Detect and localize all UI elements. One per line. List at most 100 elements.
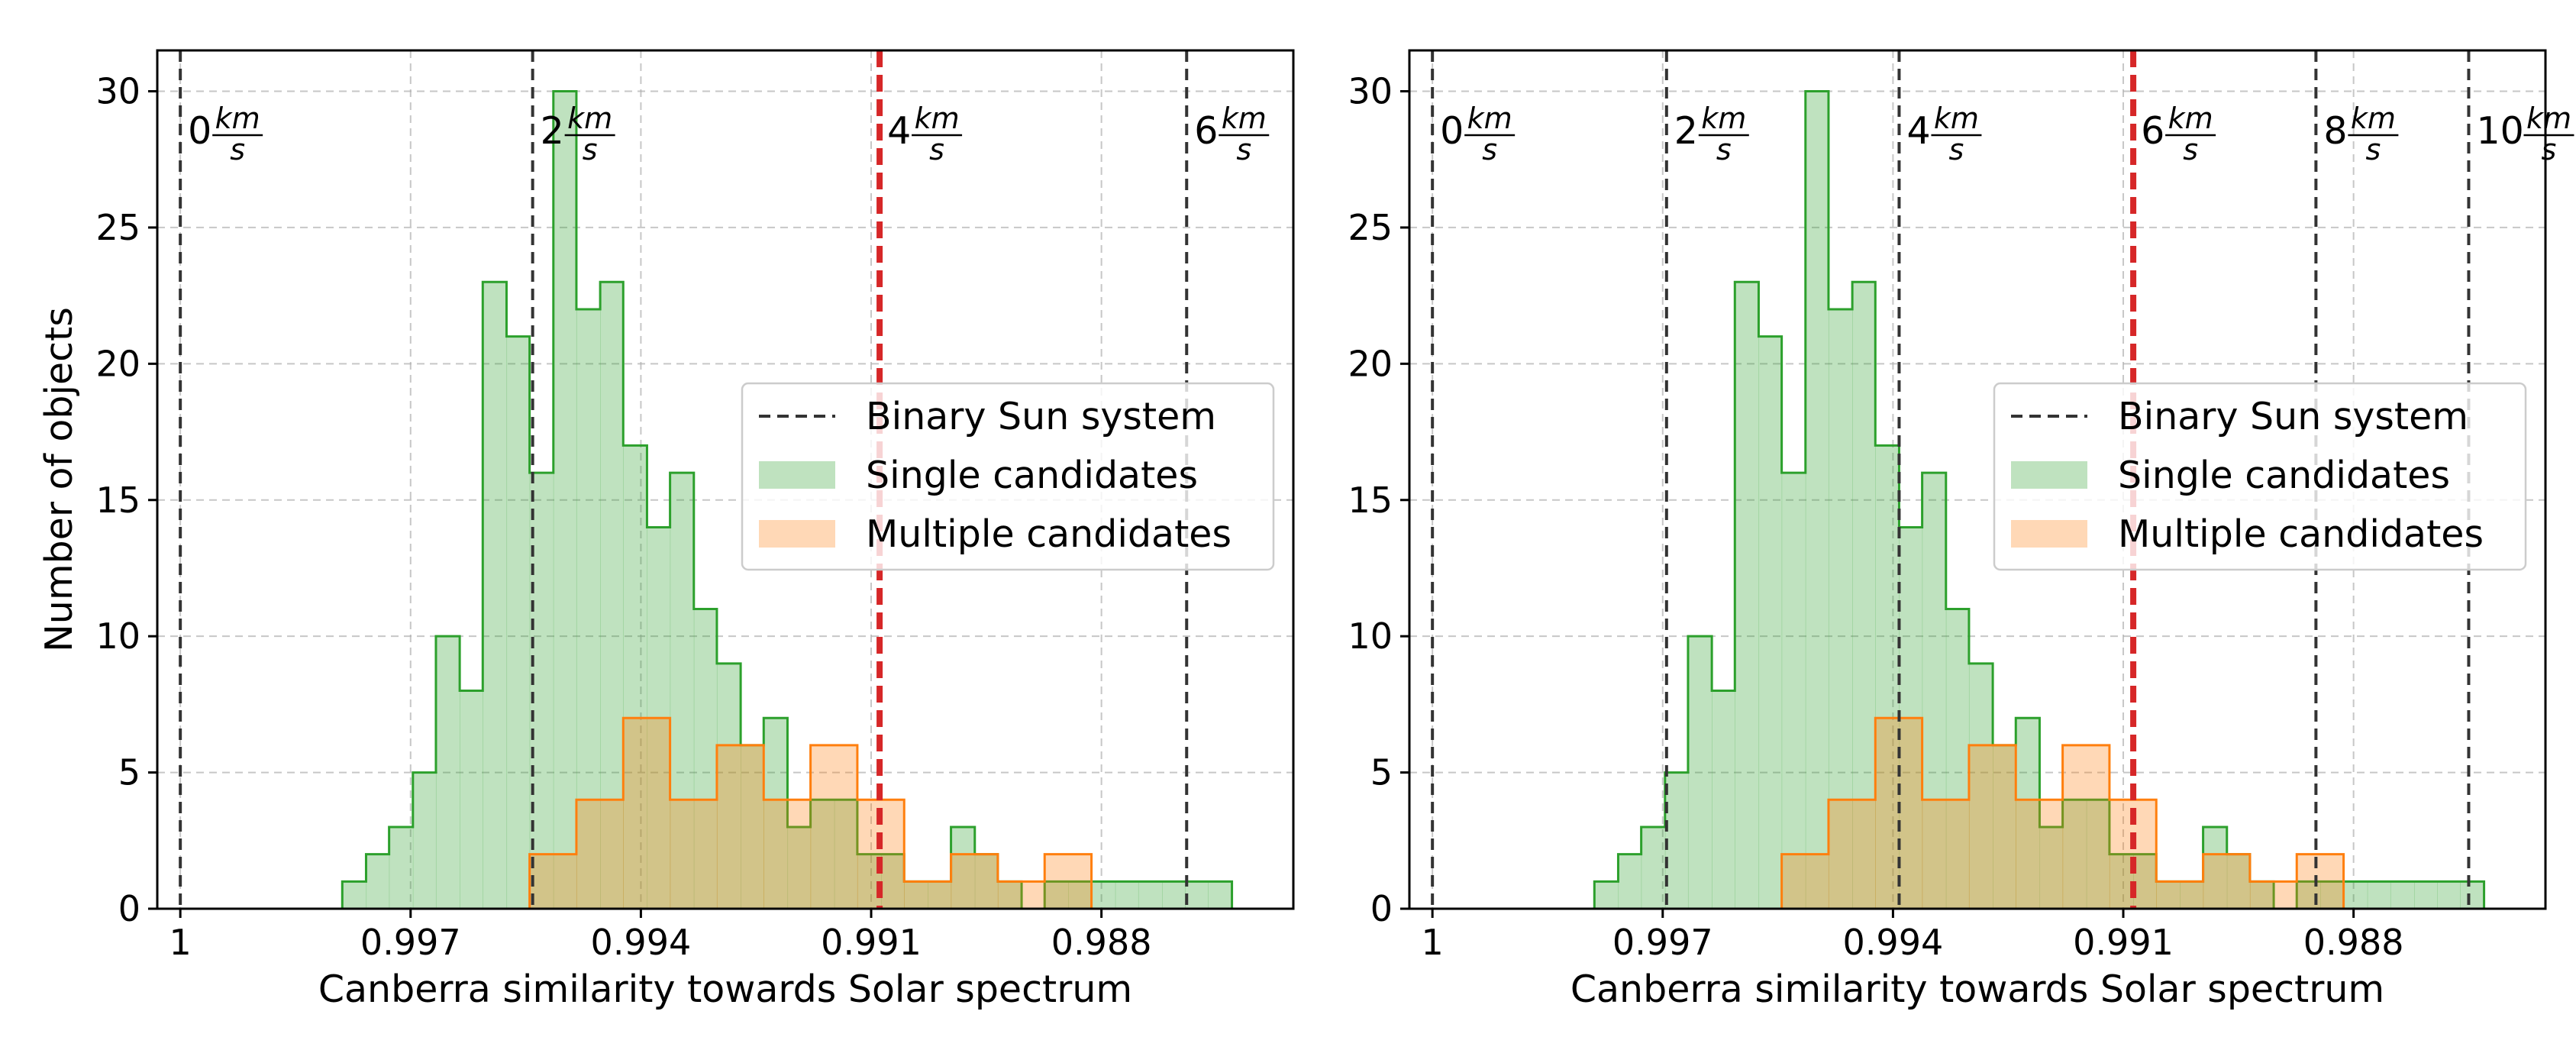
histogram-bar (1091, 881, 1116, 909)
histogram-bar (2249, 881, 2274, 909)
y-tick-label: 25 (1348, 207, 1393, 248)
x-axis-label: Canberra similarity towards Solar spectr… (318, 968, 1132, 1011)
vline-unit-den: s (1949, 133, 1964, 166)
histogram-bar (623, 445, 648, 909)
vline-unit-num: km (915, 102, 960, 135)
x-tick-label: 0.997 (360, 922, 461, 963)
histogram-bar (2180, 881, 2204, 909)
histogram-bar (1594, 881, 1619, 909)
histogram-bar (2062, 800, 2087, 909)
vline-unit-den: s (1482, 133, 1497, 166)
vline-unit-den: s (583, 133, 598, 166)
histogram-bar (600, 282, 624, 909)
y-axis-label: Number of objects (37, 307, 81, 652)
y-tick-label: 15 (95, 480, 140, 521)
x-tick-label: 0.991 (821, 922, 922, 963)
x-tick-label: 1 (1422, 922, 1444, 963)
histogram-outline (528, 716, 1232, 910)
y-tick-label: 10 (95, 615, 140, 657)
histogram-bar (2039, 826, 2064, 909)
axes-frame (156, 49, 1295, 910)
legend-box (1993, 382, 2527, 571)
histogram-bar (2320, 881, 2345, 909)
histogram-bar (2390, 881, 2415, 909)
histogram-bar (435, 636, 460, 909)
y-tick-label: 0 (118, 888, 140, 929)
legend: Binary Sun system Single candidates Multip… (1993, 382, 2527, 571)
legend-entry-label: Binary Sun system (2118, 395, 2468, 438)
histogram-bar (763, 800, 812, 909)
histogram-bar (2203, 826, 2228, 909)
histogram-bar (1828, 800, 1876, 909)
histogram-bar (974, 854, 999, 909)
vline-label: 6 (1194, 109, 1218, 153)
histogram-bar (1044, 854, 1093, 909)
legend-patch-handle (759, 520, 835, 548)
histogram-bar (2249, 881, 2297, 909)
vline-unit-num: km (1467, 102, 1512, 135)
y-tick-label: 10 (1348, 615, 1393, 657)
histogram-bar (716, 663, 741, 909)
histogram-bar (553, 91, 577, 909)
histogram-bar (1712, 690, 1735, 909)
histogram-bar (716, 745, 764, 909)
series-single-candidates (341, 90, 1234, 910)
axes-frame (1408, 49, 2547, 910)
vline-unit-den: s (2365, 133, 2381, 166)
vline-unit-den: s (1716, 133, 1732, 166)
y-tick-label: 0 (1370, 888, 1393, 929)
histogram-bar (2226, 854, 2251, 909)
histogram-outline (341, 90, 1234, 910)
histogram-bar (1828, 309, 1853, 909)
histogram-bar (1138, 881, 1163, 909)
vline-label: 4 (887, 109, 911, 153)
y-tick-label: 30 (95, 71, 140, 112)
histogram-bar (1993, 745, 2016, 909)
histogram-bar (1735, 282, 1760, 909)
histogram-bar (670, 473, 695, 909)
vline-label: 0 (1440, 109, 1464, 153)
x-tick-label: 0.994 (591, 922, 692, 963)
histogram-bar (1805, 91, 1829, 909)
y-tick-label: 15 (1348, 480, 1393, 521)
histogram-bar (2460, 881, 2485, 909)
histogram-bar (997, 881, 1022, 909)
x-axis: 1 0.997 0.994 0.991 0.988 (169, 909, 1152, 963)
histogram-bar (787, 826, 812, 909)
histogram-bar (951, 854, 999, 909)
histogram-bar (1945, 609, 1970, 909)
histogram-bar (460, 690, 483, 909)
histogram-bar (928, 881, 952, 909)
histogram-bar (904, 881, 929, 909)
histogram-bar (412, 772, 437, 909)
x-tick-label: 0.988 (2303, 922, 2404, 963)
histogram-bar (2156, 881, 2204, 909)
histogram-bar (2414, 881, 2438, 909)
x-tick-label: 0.997 (1612, 922, 1713, 963)
series-multiple-candidates (528, 716, 1232, 910)
vline-label: 2 (1674, 109, 1698, 153)
histogram-bar (1185, 881, 1209, 909)
histogram-bar (2156, 881, 2181, 909)
histogram-bar (1044, 881, 1070, 909)
binary-sun-lines: 0 kms 2 kms 4 kms 6 kms 8 kms 10 kms (1431, 50, 2574, 909)
vline-unit-num: km (1222, 102, 1267, 135)
y-axis: 0 5 10 15 20 25 30 (95, 71, 157, 929)
histogram-bar (1068, 881, 1093, 909)
x-tick-label: 0.991 (2073, 922, 2174, 963)
histogram-bar (389, 826, 414, 909)
histogram-bar (366, 854, 390, 909)
histogram-bar (1781, 473, 1806, 909)
histogram-bar (1664, 772, 1689, 909)
histogram-bar (506, 336, 531, 909)
histogram-bar (2133, 854, 2157, 909)
histogram-bar (693, 609, 718, 909)
histogram-bar (1968, 745, 2016, 909)
histogram-bar (951, 826, 976, 909)
vline-unit-den: s (230, 133, 245, 166)
histogram-bar (741, 745, 764, 909)
legend-patch-handle (759, 461, 835, 489)
histogram-bar (623, 718, 671, 909)
